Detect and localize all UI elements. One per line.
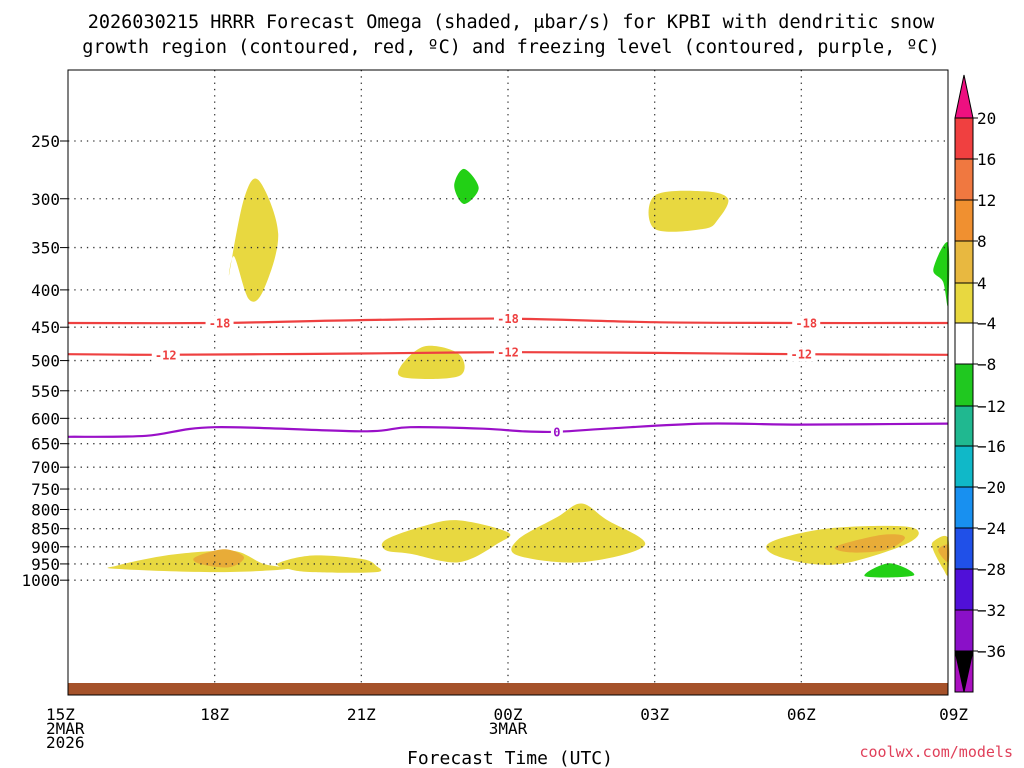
colorbar-segment-12 bbox=[954, 568, 974, 611]
y-tick-label: 300 bbox=[31, 190, 60, 209]
y-tick-label: 600 bbox=[31, 409, 60, 428]
colorbar-segment-6 bbox=[954, 322, 974, 365]
colorbar-label: −24 bbox=[977, 519, 1006, 538]
colorbar-label: −16 bbox=[977, 437, 1006, 456]
y-tick-label: 500 bbox=[31, 352, 60, 371]
omega-region-7 bbox=[381, 520, 511, 563]
y-tick-label: 700 bbox=[31, 458, 60, 477]
omega-shading-layer bbox=[107, 168, 950, 578]
temperature-contours: -18 -18 -18 -12 -12 -12 0 bbox=[67, 311, 949, 439]
x-tick-label: 06Z bbox=[787, 705, 816, 724]
colorbar-segment-8 bbox=[954, 405, 974, 447]
omega-region-10 bbox=[834, 534, 905, 553]
dgz-contour--18-label: -18 bbox=[497, 312, 519, 326]
y-tick-label: 1000 bbox=[21, 571, 60, 590]
plot-frame bbox=[67, 69, 949, 696]
dgz-contour--12-label-bg bbox=[787, 347, 816, 362]
credit-text: coolwx.com/models bbox=[859, 743, 1013, 761]
colorbar-label: 16 bbox=[977, 150, 996, 169]
y-axis-ticks: 2503003504004505005506006507007508008509… bbox=[21, 132, 68, 590]
x-tick-label: 09Z bbox=[939, 705, 968, 724]
freezing-contour-0-label-bg bbox=[550, 424, 563, 439]
x-tick-label: 21Z bbox=[347, 705, 376, 724]
chart-title-line-1: 2026030215 HRRR Forecast Omega (shaded, … bbox=[88, 12, 935, 33]
dgz-contour--12-label: -12 bbox=[497, 346, 519, 360]
omega-region-3 bbox=[228, 178, 279, 302]
dgz-contour--18-label: -18 bbox=[795, 316, 817, 330]
y-tick-label: 450 bbox=[31, 318, 60, 337]
colorbar-segment-1 bbox=[954, 117, 974, 160]
freezing-contour-0 bbox=[67, 422, 949, 438]
colorbar-segment-9 bbox=[954, 445, 974, 488]
y-tick-label: 650 bbox=[31, 435, 60, 454]
dgz-contour--12-label-bg bbox=[151, 347, 180, 362]
y-tick-label: 950 bbox=[31, 555, 60, 574]
y-tick-label: 350 bbox=[31, 239, 60, 258]
dgz-contour--12-label-bg bbox=[494, 345, 522, 360]
colorbar-label: 20 bbox=[977, 109, 996, 128]
colorbar-label: −12 bbox=[977, 397, 1006, 416]
colorbar-segment-11 bbox=[954, 527, 974, 570]
colorbar-label: −4 bbox=[977, 314, 996, 333]
colorbar-segment-3 bbox=[954, 199, 974, 242]
colorbar-segment-5 bbox=[954, 282, 974, 324]
colorbar-label: 8 bbox=[977, 232, 987, 251]
omega-region-2 bbox=[277, 555, 382, 573]
colorbar-label: 12 bbox=[977, 191, 996, 210]
omega-region-1 bbox=[193, 549, 245, 568]
gridlines bbox=[68, 70, 948, 695]
chart-title-line-2: growth region (contoured, red, ºC) and f… bbox=[82, 37, 940, 58]
colorbar-label: 4 bbox=[977, 274, 987, 293]
x-tick-label: 03Z bbox=[640, 705, 669, 724]
freezing-contour-0-label: 0 bbox=[553, 425, 560, 439]
omega-region-5 bbox=[648, 190, 729, 232]
dgz-contour--18-label-bg bbox=[494, 311, 522, 326]
dgz-contour--18-label: -18 bbox=[209, 316, 231, 330]
x-tick-label: 00Z bbox=[494, 705, 523, 724]
x-tick-label: 3MAR bbox=[489, 719, 528, 738]
colorbar-label: −20 bbox=[977, 478, 1006, 497]
omega-region-14 bbox=[933, 242, 950, 307]
omega-region-11 bbox=[864, 563, 915, 578]
colorbar-segment-7 bbox=[954, 363, 974, 407]
omega-region-6 bbox=[397, 345, 465, 380]
dgz-contour--18-label-bg bbox=[205, 315, 234, 330]
colorbar-top-arrow bbox=[954, 74, 974, 119]
x-axis-title: Forecast Time (UTC) bbox=[407, 748, 613, 768]
colorbar: 20 16 12 8 4 −4 −8 −12 −16 −20 −24 −28 −32 −36 bbox=[954, 74, 1006, 693]
y-tick-label: 850 bbox=[31, 520, 60, 539]
x-tick-label: 2MAR bbox=[46, 719, 85, 738]
x-tick-label: 2026 bbox=[46, 733, 85, 752]
dgz-contour--12-label: -12 bbox=[790, 348, 812, 362]
dgz-contour--18-label-bg bbox=[792, 315, 821, 330]
colorbar-segment-2 bbox=[954, 158, 974, 201]
colorbar-label: −28 bbox=[977, 560, 1006, 579]
x-tick-label: 18Z bbox=[200, 705, 229, 724]
colorbar-segment-10 bbox=[954, 486, 974, 529]
y-tick-label: 250 bbox=[31, 132, 60, 151]
x-tick-label: 15Z bbox=[46, 705, 75, 724]
y-tick-label: 750 bbox=[31, 480, 60, 499]
colorbar-label: −8 bbox=[977, 355, 996, 374]
ground-bar bbox=[68, 683, 948, 695]
omega-region-4 bbox=[454, 168, 479, 205]
colorbar-bottom-arrow bbox=[954, 650, 974, 693]
omega-region-8 bbox=[511, 503, 646, 563]
y-tick-label: 550 bbox=[31, 382, 60, 401]
y-tick-label: 900 bbox=[31, 538, 60, 557]
dgz-contour--12-label: -12 bbox=[155, 348, 177, 362]
omega-region-13 bbox=[938, 544, 950, 563]
y-tick-label: 400 bbox=[31, 281, 60, 300]
colorbar-label: −32 bbox=[977, 601, 1006, 620]
colorbar-segment-4 bbox=[954, 240, 974, 284]
y-tick-label: 800 bbox=[31, 500, 60, 519]
colorbar-label: −36 bbox=[977, 642, 1006, 661]
colorbar-segment-13 bbox=[954, 609, 974, 652]
